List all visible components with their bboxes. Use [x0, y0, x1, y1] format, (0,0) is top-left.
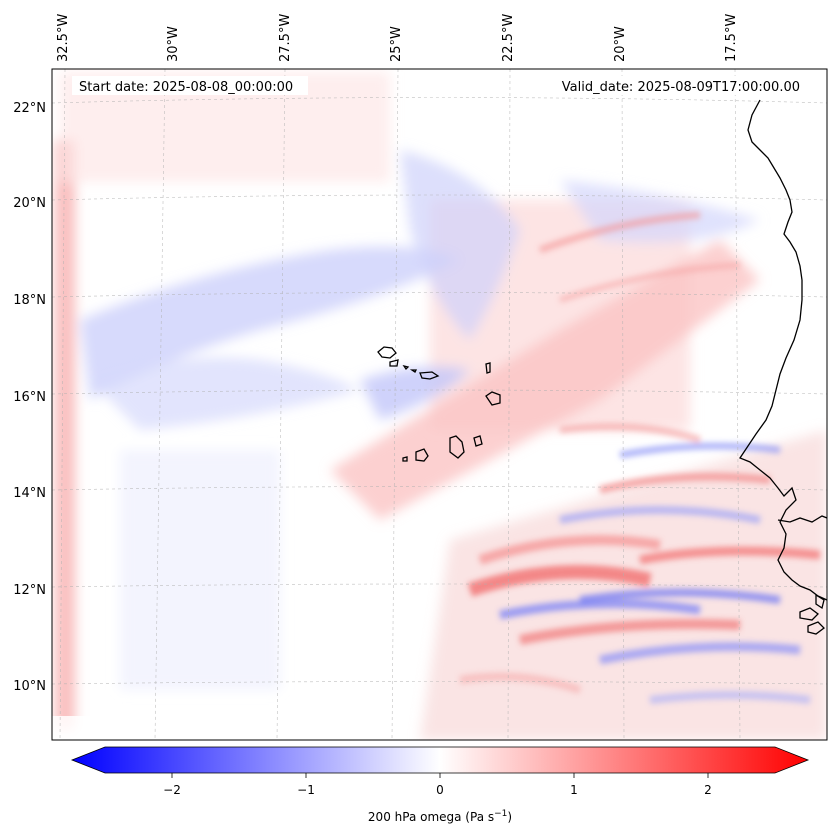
lon-label: 25°W: [389, 26, 404, 62]
lat-label: 14°N: [13, 486, 46, 501]
lon-label: 20°W: [613, 26, 628, 62]
gridlines: [52, 69, 827, 740]
lat-label: 12°N: [13, 583, 46, 598]
lat-label: 22°N: [13, 101, 46, 116]
colorbar-tick-label: 0: [436, 783, 444, 797]
lat-label: 16°N: [13, 390, 46, 405]
colorbar-ticks: −2 −1 0 1 2: [163, 773, 712, 797]
colorbar-tick-label: −1: [297, 783, 315, 797]
colorbar: −2 −1 0 1 2 200 hPa omega (Pa s−1): [70, 746, 810, 824]
lat-label: 10°N: [13, 679, 46, 694]
lon-label: 22.5°W: [501, 14, 516, 62]
colorbar-bar: [70, 746, 810, 774]
valid-date-label: Valid_date: 2025-08-09T17:00:00.00: [562, 80, 800, 95]
coastlines: [377, 99, 827, 635]
longitude-labels: 32.5°W 30°W 27.5°W 25°W 22.5°W 20°W 17.5…: [56, 14, 739, 62]
lat-label: 20°N: [13, 196, 46, 211]
lon-label: 32.5°W: [56, 14, 71, 62]
colorbar-tick-label: 1: [570, 783, 578, 797]
latitude-labels: 22°N 20°N 18°N 16°N 14°N 12°N 10°N: [13, 101, 46, 694]
lon-label: 27.5°W: [278, 14, 293, 62]
colorbar-tick-label: 2: [704, 783, 712, 797]
lon-label: 17.5°W: [724, 14, 739, 62]
plot-frame: [51, 68, 828, 741]
lat-label: 18°N: [13, 293, 46, 308]
colorbar-tick-label: −2: [163, 783, 181, 797]
colorbar-label: 200 hPa omega (Pa s−1): [368, 809, 512, 824]
lon-label: 30°W: [166, 26, 181, 62]
africa-coastline: [739, 99, 827, 601]
start-date-label: Start date: 2025-08-08_00:00:00: [79, 80, 293, 95]
omega-field: [52, 69, 827, 740]
cape-verde-islands: [377, 346, 397, 359]
